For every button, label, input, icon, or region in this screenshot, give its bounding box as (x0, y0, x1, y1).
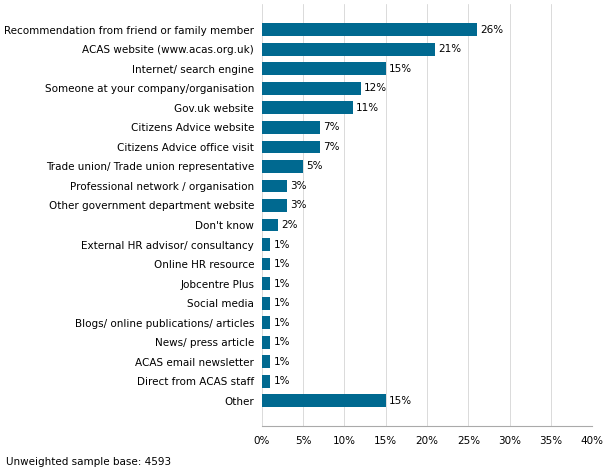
Bar (262, 62, 385, 75)
Text: 15%: 15% (389, 64, 412, 74)
Bar (262, 258, 270, 271)
Bar (262, 43, 435, 56)
Text: 1%: 1% (274, 318, 290, 328)
Bar (262, 277, 270, 290)
Bar (262, 297, 270, 310)
Text: 7%: 7% (323, 122, 339, 132)
Bar (262, 316, 270, 329)
Text: 12%: 12% (364, 83, 387, 93)
Text: 3%: 3% (290, 200, 306, 211)
Text: 15%: 15% (389, 396, 412, 406)
Text: 2%: 2% (282, 220, 298, 230)
Text: Unweighted sample base: 4593: Unweighted sample base: 4593 (6, 457, 171, 467)
Text: 1%: 1% (274, 376, 290, 386)
Bar (262, 121, 320, 134)
Text: 1%: 1% (274, 240, 290, 250)
Text: 21%: 21% (438, 44, 461, 54)
Bar (262, 180, 286, 192)
Text: 7%: 7% (323, 142, 339, 152)
Bar (262, 356, 270, 368)
Bar (262, 23, 477, 36)
Bar (262, 141, 320, 153)
Bar (262, 238, 270, 251)
Text: 1%: 1% (274, 298, 290, 308)
Text: 26%: 26% (480, 25, 503, 35)
Bar (262, 394, 385, 407)
Bar (262, 160, 303, 173)
Text: 1%: 1% (274, 259, 290, 269)
Bar (262, 82, 361, 95)
Bar (262, 199, 286, 212)
Text: 1%: 1% (274, 279, 290, 288)
Text: 5%: 5% (306, 161, 323, 172)
Text: 1%: 1% (274, 337, 290, 347)
Text: 11%: 11% (356, 103, 379, 113)
Bar (262, 101, 353, 114)
Bar (262, 219, 278, 231)
Bar (262, 336, 270, 348)
Text: 1%: 1% (274, 357, 290, 367)
Bar (262, 375, 270, 388)
Text: 3%: 3% (290, 181, 306, 191)
